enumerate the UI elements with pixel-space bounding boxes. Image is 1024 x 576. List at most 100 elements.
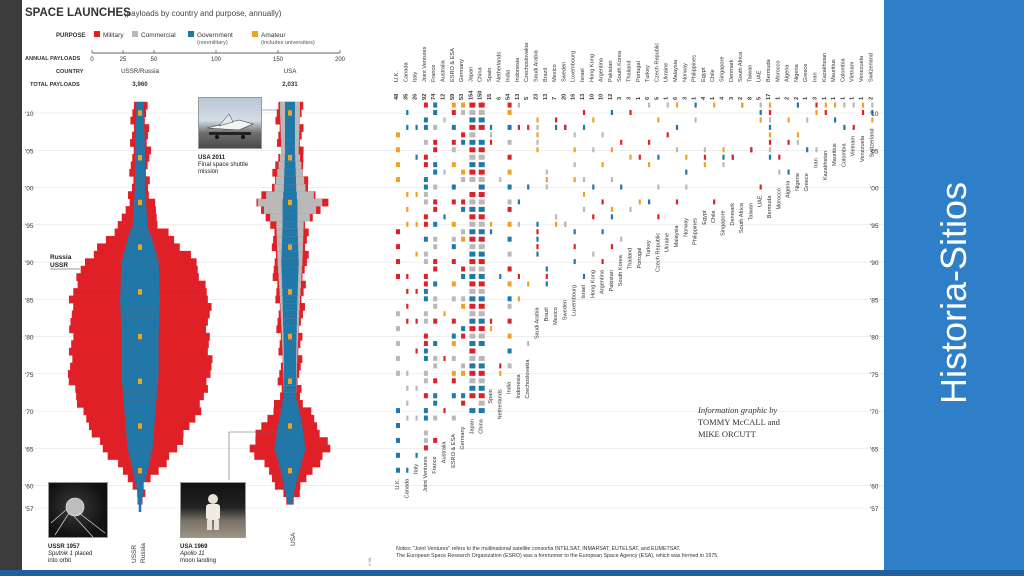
- payload-mark: [478, 296, 485, 302]
- government-band: [121, 370, 159, 378]
- payload-mark: [478, 281, 485, 287]
- fig-code: V.YAL: [368, 557, 372, 566]
- country-start-label: Czechoslovakia: [525, 359, 531, 399]
- country-column-label: ESRO & ESA: [450, 48, 456, 82]
- government-band: [126, 429, 154, 438]
- payload-mark: [545, 266, 548, 272]
- payload-mark: [582, 191, 586, 197]
- payload-mark: [415, 385, 418, 391]
- payload-mark: [582, 273, 586, 279]
- payload-mark: [461, 400, 466, 406]
- country-total: 1: [831, 97, 837, 100]
- payload-mark: [759, 102, 762, 108]
- country-start-label: Bermuda: [767, 195, 773, 219]
- government-band: [287, 496, 293, 505]
- country-column-label: South Korea: [617, 50, 623, 82]
- country-column-label: Thailand: [627, 61, 633, 82]
- country-column-label: Brazil: [543, 68, 549, 82]
- country-total: 59: [450, 94, 456, 100]
- usa-bottom-label: USA: [290, 532, 297, 546]
- country-start-label: Mexico: [553, 307, 559, 325]
- ussr-country-name: USSR/Russia: [121, 68, 159, 75]
- payload-mark: [536, 229, 539, 235]
- payload-mark: [768, 102, 772, 108]
- country-column-label: Ukraine: [664, 63, 670, 82]
- country-start-label: Vietnam: [851, 136, 857, 157]
- country-start-label: Portugal: [637, 248, 643, 269]
- country-total: 2: [794, 97, 800, 100]
- payload-mark: [423, 251, 428, 257]
- year-tick-left: '57: [25, 506, 34, 513]
- government-band: [285, 131, 295, 140]
- payload-mark: [722, 162, 725, 168]
- payload-mark: [489, 139, 493, 145]
- country-column-label: Nigeria: [794, 63, 800, 82]
- payload-mark: [478, 169, 485, 175]
- payload-mark: [536, 244, 539, 250]
- scale-tick-label: 150: [273, 57, 284, 63]
- country-column-label: Morocco: [775, 61, 781, 82]
- payload-mark: [433, 296, 438, 302]
- payload-mark: [415, 415, 418, 421]
- payload-mark: [629, 110, 632, 115]
- government-band: [137, 489, 143, 498]
- payload-mark: [396, 259, 400, 265]
- government-band: [121, 340, 159, 349]
- year-tick-left: '75: [25, 372, 34, 379]
- country-start-label: Mauritius: [832, 143, 838, 166]
- country-total: 150: [478, 91, 484, 100]
- country-total: 4: [720, 96, 726, 100]
- credit-line1: Information graphic by: [698, 405, 778, 415]
- payload-mark: [461, 303, 466, 309]
- payload-mark: [451, 378, 456, 384]
- payload-mark: [423, 124, 428, 130]
- payload-mark: [461, 266, 466, 272]
- country-column-label: Malaysia: [673, 59, 679, 82]
- payload-mark: [451, 318, 456, 324]
- payload-mark: [768, 139, 772, 145]
- payload-mark: [871, 110, 874, 115]
- country-start-label: Turkey: [646, 240, 652, 257]
- payload-mark: [478, 341, 485, 347]
- government-band: [135, 161, 145, 170]
- country-column-label: Italy: [413, 72, 419, 82]
- payload-mark: [545, 184, 548, 190]
- payload-mark: [638, 154, 641, 160]
- payload-mark: [759, 117, 762, 123]
- government-band: [135, 146, 145, 155]
- country-start-label: Philippines: [693, 218, 699, 245]
- country-column-label: Algeria: [785, 64, 791, 82]
- photo-apollo: [180, 482, 246, 538]
- payload-mark: [517, 102, 520, 108]
- payload-mark: [852, 102, 855, 108]
- government-band: [120, 317, 160, 326]
- country-column-label: Taiwan: [747, 65, 753, 82]
- payload-mark: [592, 184, 595, 190]
- payload-mark: [433, 281, 438, 287]
- country-total: 20: [561, 94, 567, 100]
- country-start-label: Italy: [414, 464, 420, 474]
- payload-mark: [703, 147, 706, 153]
- country-total: 3: [729, 97, 735, 100]
- payload-mark: [415, 221, 418, 227]
- year-tick-right: '10: [870, 111, 879, 118]
- government-band: [133, 206, 147, 214]
- payload-mark: [499, 370, 502, 376]
- payload-mark: [478, 363, 485, 369]
- government-band: [283, 325, 297, 334]
- payload-mark: [536, 147, 539, 153]
- year-tick-left: '05: [25, 148, 34, 155]
- payload-mark: [675, 199, 679, 205]
- country-start-label: Canada: [404, 478, 410, 498]
- country-total: 1: [840, 97, 846, 100]
- payload-mark: [433, 400, 438, 406]
- amateur-mark: [288, 333, 292, 340]
- payload-mark: [843, 102, 846, 108]
- payload-mark: [443, 408, 446, 414]
- payload-mark: [443, 355, 446, 361]
- country-start-label: Denmark: [730, 203, 736, 226]
- payload-mark: [507, 266, 512, 272]
- government-band: [123, 399, 157, 408]
- year-tick-right: '65: [870, 446, 879, 453]
- payload-mark: [815, 110, 818, 115]
